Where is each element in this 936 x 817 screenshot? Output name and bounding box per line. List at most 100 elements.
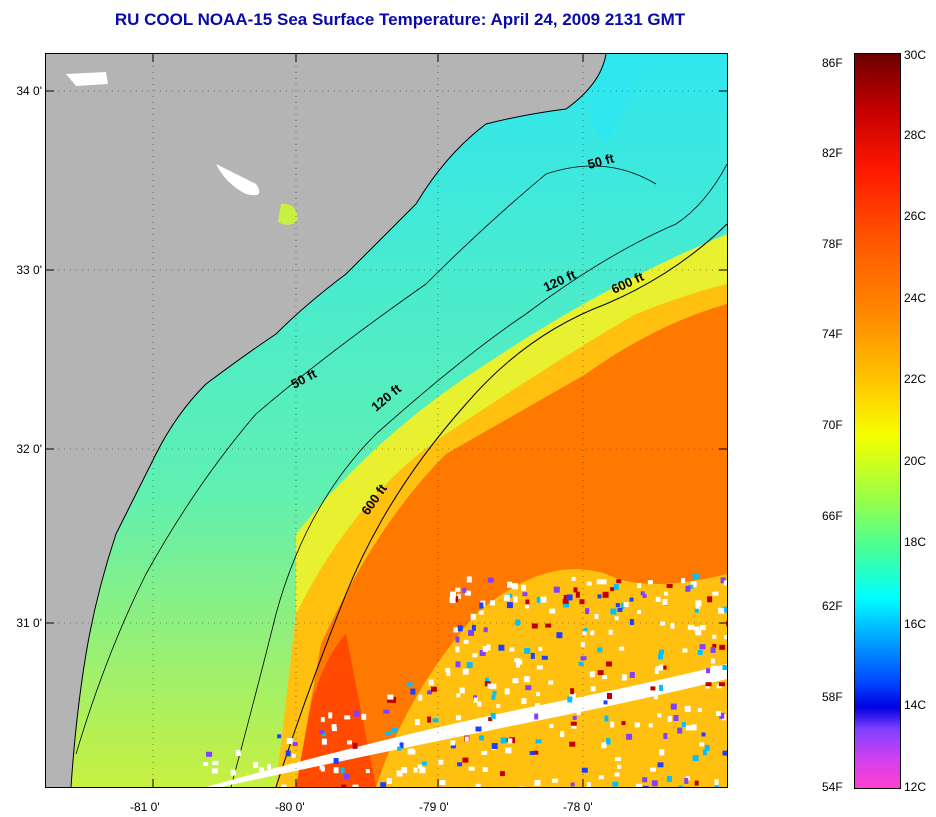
- cloud-speckle: [704, 744, 710, 751]
- cloud-speckle: [319, 730, 325, 734]
- cloud-speckle: [206, 751, 213, 757]
- land-mass: [46, 54, 606, 787]
- cloud-speckle: [655, 666, 661, 671]
- cloud-speckle: [471, 624, 476, 631]
- sst-map[interactable]: 50 ft 50 ft 120 ft 120 ft 600 ft 600 ft: [45, 53, 728, 788]
- cloud-speckle: [291, 753, 296, 758]
- cloud-speckle: [344, 715, 351, 720]
- cloud-speckle: [509, 647, 515, 652]
- cloud-speckle: [427, 716, 432, 723]
- colorbar-label-f: 54F: [822, 780, 843, 794]
- cloud-speckle: [481, 750, 488, 755]
- cloud-speckle: [589, 671, 595, 678]
- cloud-speckle: [720, 577, 726, 584]
- cloud-speckle: [654, 668, 659, 674]
- cloud-speckle: [562, 598, 569, 604]
- cloud-speckle: [697, 649, 703, 655]
- cloud-speckle: [432, 718, 439, 723]
- cloud-speckle: [580, 656, 587, 661]
- cloud-speckle: [455, 661, 461, 668]
- isobath-600: [275, 223, 727, 787]
- cloud-speckle: [512, 678, 519, 684]
- cloud-speckles: [203, 574, 727, 787]
- cloud-speckle: [556, 632, 563, 639]
- cloud-speckle: [457, 762, 463, 767]
- cloud-speckle: [692, 574, 699, 579]
- cloud-speckle: [626, 733, 633, 740]
- cloud-speckle: [617, 764, 622, 769]
- cloud-speckle: [545, 623, 552, 628]
- cloud-speckle: [490, 683, 497, 689]
- lat-label-31: 31 0': [16, 616, 42, 630]
- cloud-speckle: [667, 716, 672, 722]
- cloud-speckle: [453, 627, 459, 633]
- cloud-speckle: [506, 602, 513, 609]
- cloud-speckle: [341, 784, 347, 787]
- cloud-speckle: [724, 635, 727, 640]
- colorbar-label-c: 28C: [904, 128, 927, 142]
- cloud-speckle: [516, 661, 520, 668]
- cloud-speckle: [597, 647, 603, 653]
- cloud-speckle: [438, 759, 444, 765]
- cloud-speckle: [722, 750, 727, 756]
- cloud-speckle: [525, 604, 529, 609]
- cloud-speckle: [673, 715, 679, 721]
- cloud-speckle: [636, 783, 642, 787]
- cloud-speckle: [485, 677, 490, 682]
- cloud-speckle: [610, 608, 617, 615]
- gulf-stream-core: [296, 304, 727, 787]
- colorbar-label-f: 70F: [822, 418, 843, 432]
- cloud-speckle: [662, 599, 668, 605]
- cloud-speckle: [617, 607, 623, 612]
- cloud-speckle: [549, 608, 556, 614]
- cloud-speckle: [590, 630, 595, 636]
- cloud-speckle: [711, 665, 718, 672]
- cloud-speckle: [504, 688, 510, 695]
- cloud-speckle: [478, 610, 484, 615]
- cloud-speckle: [607, 693, 612, 699]
- cloud-speckle: [466, 662, 473, 669]
- temperature-colorbar: [854, 53, 901, 789]
- cloud-speckle: [692, 755, 699, 762]
- cloud-speckle: [580, 699, 587, 704]
- cloud-speckle: [693, 626, 700, 631]
- cloud-speckle: [719, 644, 726, 650]
- cloud-speckle: [716, 684, 722, 689]
- cloud-speckle: [612, 781, 619, 787]
- cloud-speckle: [603, 700, 608, 705]
- cloud-speckle: [642, 594, 647, 598]
- cloud-speckle: [629, 597, 634, 602]
- cloud-speckle: [695, 606, 700, 611]
- cloud-speckle: [235, 750, 241, 756]
- cloud-speckle: [712, 591, 719, 596]
- colorbar-label-c: 22C: [904, 372, 927, 386]
- cloud-speckle: [614, 616, 619, 621]
- lon-label-78: -78 0': [563, 800, 593, 814]
- cloud-speckle: [598, 775, 604, 780]
- cloud-speckle: [699, 625, 706, 631]
- cloud-speckle: [421, 761, 427, 766]
- cloud-speckle: [487, 577, 494, 583]
- colorbar-label-c: 20C: [904, 454, 927, 468]
- cloud-speckle: [637, 609, 641, 614]
- cloud-speckle: [513, 596, 518, 603]
- cloud-speckle: [285, 750, 291, 757]
- cloud-speckle: [468, 766, 475, 771]
- colorbar-label-f: 58F: [822, 690, 843, 704]
- cloud-speckle: [320, 717, 325, 723]
- cloud-speckle: [525, 685, 532, 691]
- cloud-speckle: [560, 731, 565, 737]
- cloud-speckle: [333, 758, 339, 764]
- cloud-speckle: [366, 745, 372, 751]
- cloud-speckle: [657, 762, 664, 768]
- cloud-speckle: [286, 738, 293, 744]
- cloud-speckle: [267, 764, 271, 770]
- cloud-speckle: [660, 621, 665, 626]
- cloud-speckle: [573, 587, 578, 593]
- cloud-speckle: [464, 590, 471, 596]
- colorbar-label-f: 86F: [822, 56, 843, 70]
- cloud-speckle: [419, 767, 426, 774]
- cloud-speckle: [352, 784, 359, 787]
- cloud-speckle: [535, 703, 541, 708]
- cloud-speckle: [586, 782, 591, 787]
